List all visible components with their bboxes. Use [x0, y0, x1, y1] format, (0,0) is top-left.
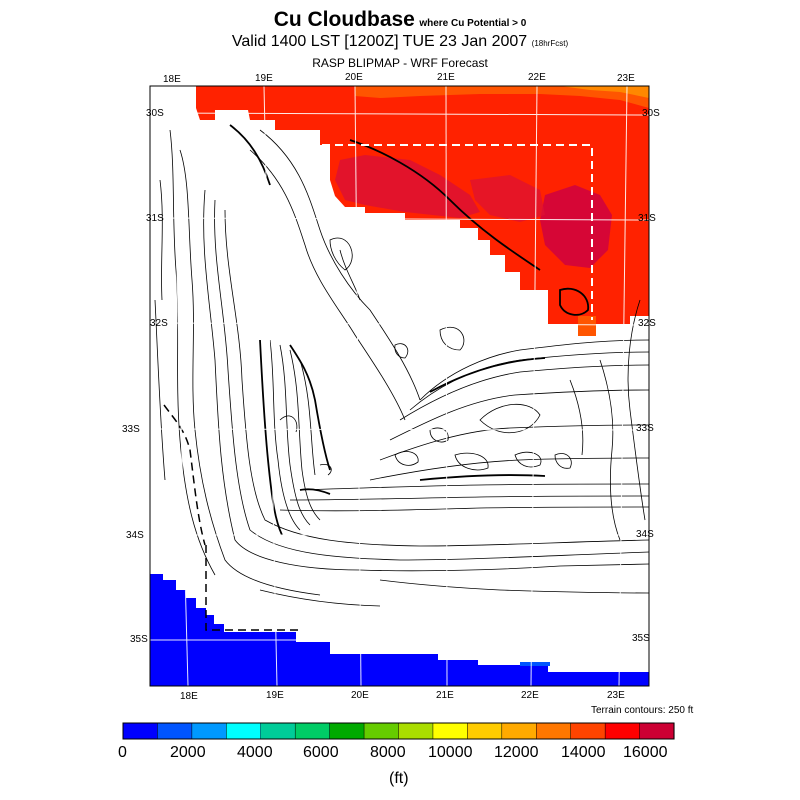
colorbar-frame [122, 722, 675, 740]
cloudbase-region-north-orange [355, 86, 649, 108]
colorbar-tick-label: 8000 [370, 744, 406, 761]
colorbar-unit: (ft) [389, 770, 409, 787]
terrain-contours [154, 129, 649, 607]
colorbar-swatch [501, 722, 537, 740]
left-lat-label: 35S [130, 634, 148, 645]
colorbar-swatch [191, 722, 227, 740]
forecast-hours: (18hrFcst) [531, 39, 569, 48]
right-lat-label: 33S [636, 423, 654, 434]
colorbar-swatch [226, 722, 262, 740]
cloudbase-region-southwest [150, 574, 649, 686]
colorbar-swatch [467, 722, 503, 740]
left-lat-label: 33S [122, 424, 140, 435]
colorbar-swatch [260, 722, 296, 740]
terrain-contours-major [229, 124, 589, 536]
colorbar-swatch [398, 722, 434, 740]
colorbar-tick-label: 0 [118, 744, 127, 761]
colorbar-swatch [294, 722, 331, 740]
top-lon-label: 23E [617, 73, 635, 84]
colorbar-tick-label: 4000 [237, 744, 273, 761]
bottom-lon-label: 21E [436, 690, 454, 701]
left-lat-label: 32S [150, 318, 168, 329]
bottom-lon-label: 19E [266, 690, 284, 701]
cloudbase-region-north-dark3 [470, 175, 545, 222]
colorbar-swatch [432, 722, 468, 740]
source-label: RASP BLIPMAP - WRF Forecast [312, 56, 488, 70]
colorbar-swatch [157, 722, 193, 740]
colorbar-swatch [363, 722, 400, 740]
left-lat-label: 30S [146, 108, 164, 119]
valid-line: Valid 1400 LST [1200Z] TUE 23 Jan 2007 (… [0, 33, 800, 51]
right-lat-label: 34S [636, 529, 654, 540]
colorbar-tick-label: 2000 [170, 744, 206, 761]
top-lon-label: 19E [255, 73, 273, 84]
graticule [150, 86, 649, 686]
colorbar-tick-label: 10000 [428, 744, 473, 761]
chart-qualifier: where Cu Potential > 0 [419, 18, 527, 29]
cloudbase-region-north-dark2 [540, 185, 612, 268]
colorbar-tick-label: 16000 [623, 744, 668, 761]
bottom-lon-label: 23E [607, 690, 625, 701]
colorbar-swatch [639, 722, 675, 740]
right-lat-label: 30S [642, 108, 660, 119]
title-block: Cu Cloudbase where Cu Potential > 0 [0, 8, 800, 32]
right-lat-label: 32S [638, 318, 656, 329]
colorbar-tick-label: 14000 [561, 744, 606, 761]
colorbar-swatch [122, 722, 158, 740]
left-lat-label: 34S [126, 530, 144, 541]
right-lat-label: 35S [632, 633, 650, 644]
left-lat-label: 31S [146, 213, 164, 224]
colorbar-swatch [604, 722, 641, 740]
terrain-contour-note: Terrain contours: 250 ft [591, 705, 694, 716]
inner-domain-boundary-south [163, 404, 298, 631]
map-frame [149, 85, 650, 687]
top-lon-label: 21E [437, 72, 455, 83]
cloudbase-region-notch [578, 316, 596, 336]
bottom-lon-label: 20E [351, 690, 369, 701]
colorbar-tick-label: 6000 [303, 744, 339, 761]
top-lon-label: 20E [345, 72, 363, 83]
bottom-lon-label: 22E [521, 690, 539, 701]
colorbar-swatch [536, 722, 572, 740]
colorbar-swatch [570, 722, 606, 740]
colorbar-swatch [329, 722, 365, 740]
valid-time: Valid 1400 LST [1200Z] TUE 23 Jan 2007 [231, 33, 528, 50]
top-lon-label: 18E [163, 74, 181, 85]
cloudbase-region-southwest-edge [520, 662, 550, 666]
bottom-lon-label: 18E [180, 691, 198, 702]
cloudbase-region-north-dark [335, 155, 480, 218]
map-layer [150, 86, 649, 686]
right-lat-label: 31S [638, 213, 656, 224]
top-lon-label: 22E [528, 72, 546, 83]
chart-title: Cu Cloudbase [273, 8, 415, 31]
colorbar-tick-label: 12000 [494, 744, 539, 761]
